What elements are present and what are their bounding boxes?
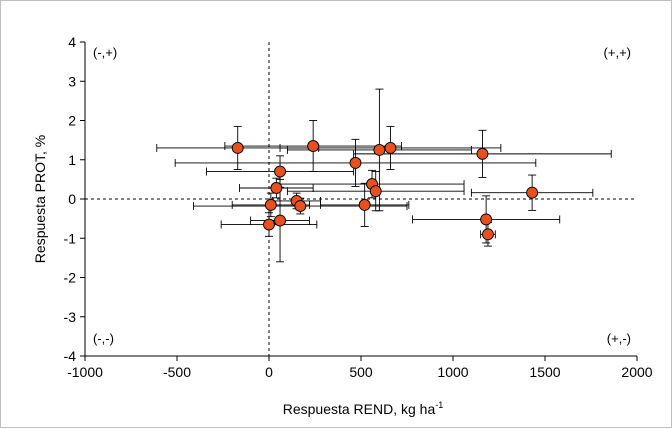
- data-point-13: [294, 200, 307, 213]
- data-points: [231, 140, 539, 241]
- labels: (-,+) (+,+) (-,-) (+,-) Respuesta REND, …: [32, 45, 631, 417]
- y-tick-label-2: -2: [64, 270, 77, 286]
- data-point-11: [264, 198, 277, 211]
- data-point-3: [384, 142, 397, 154]
- x-axis-title: Respuesta REND, kg ha-1: [283, 400, 444, 417]
- data-point-0: [231, 142, 244, 154]
- data-point-17: [480, 213, 493, 226]
- y-tick-label-4: 0: [68, 191, 76, 207]
- y-tick-label-8: 4: [68, 34, 76, 50]
- x-tick-label-1: -500: [163, 364, 191, 380]
- data-point-8: [270, 182, 283, 194]
- y-tick-label-6: 2: [68, 113, 76, 129]
- y-tick-label-0: -4: [64, 348, 77, 364]
- data-point-16: [263, 218, 275, 231]
- data-point-2: [373, 143, 386, 156]
- data-point-18: [482, 228, 494, 241]
- data-point-15: [274, 214, 286, 227]
- x-tick-label-0: -1000: [67, 364, 103, 380]
- error-bars: [156, 88, 612, 263]
- x-tick-label-4: 1000: [437, 364, 468, 380]
- y-tick-label-7: 3: [68, 73, 76, 89]
- data-point-10: [526, 186, 539, 199]
- data-point-14: [358, 198, 371, 211]
- y-tick-label-3: -1: [64, 230, 77, 246]
- x-tick-label-3: 500: [349, 364, 373, 380]
- x-tick-label-5: 1500: [529, 364, 560, 380]
- data-point-1: [307, 140, 320, 152]
- y-axis-title: Respuesta PROT, %: [32, 135, 48, 263]
- data-point-4: [476, 147, 489, 160]
- quadrant-label-top-left: (-,+): [93, 45, 117, 60]
- x-axis-title-main: Respuesta REND, kg ha: [283, 401, 436, 417]
- y-tick-label-1: -3: [64, 309, 77, 325]
- quadrant-label-bottom-right: (+,-): [607, 331, 631, 346]
- y-tick-label-5: 1: [68, 152, 76, 168]
- x-axis-title-superscript: -1: [435, 400, 443, 410]
- x-tick-label-2: 0: [265, 364, 273, 380]
- axes: -1000 -500 0 500 1000 1500 2000 -4 -3 -2 -1 0 1 2 3 4: [64, 34, 653, 380]
- x-tick-label-6: 2000: [621, 364, 652, 380]
- quadrant-label-top-right: (+,+): [604, 45, 631, 60]
- quadrant-label-bottom-left: (-,-): [93, 331, 114, 346]
- data-point-9: [369, 185, 382, 198]
- data-point-6: [274, 165, 286, 178]
- reference-lines: [85, 42, 637, 356]
- data-point-5: [349, 156, 362, 169]
